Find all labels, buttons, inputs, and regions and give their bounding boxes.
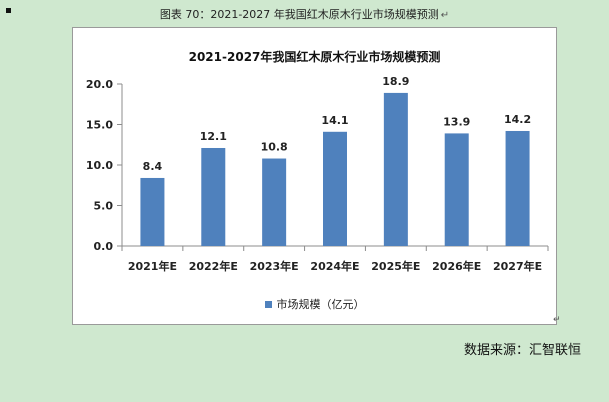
bar bbox=[262, 158, 287, 246]
data-label: 12.1 bbox=[200, 130, 227, 143]
x-tick-label: 2026年E bbox=[432, 259, 481, 273]
x-tick-label: 2027年E bbox=[493, 259, 542, 273]
bar bbox=[505, 130, 530, 246]
y-tick-label: 5.0 bbox=[94, 200, 114, 213]
legend-label: 市场规模（亿元） bbox=[276, 298, 365, 311]
y-tick-label: 20.0 bbox=[86, 78, 113, 91]
data-label: 14.1 bbox=[321, 114, 348, 127]
bar bbox=[201, 147, 226, 246]
x-tick-label: 2025年E bbox=[371, 259, 420, 273]
x-tick-label: 2024年E bbox=[310, 259, 359, 273]
figure-caption: 图表 70：2021-2027 年我国红木原木行业市场规模预测 ↵ bbox=[0, 6, 609, 22]
paragraph-mark: ↵ bbox=[440, 10, 450, 21]
figure-caption-text: 图表 70：2021-2027 年我国红木原木行业市场规模预测 bbox=[159, 8, 439, 21]
bar bbox=[140, 177, 165, 246]
bar-chart: 0.0 5.0 10.0 15.0 20.0 8.4 2021年E 12.1 2022年E 10.… bbox=[86, 75, 549, 273]
legend-swatch bbox=[264, 300, 272, 308]
x-tick-label: 2023年E bbox=[250, 259, 299, 273]
data-label: 14.2 bbox=[504, 113, 531, 126]
y-tick-label: 0.0 bbox=[94, 240, 114, 253]
data-source: 数据来源：汇智联恒 bbox=[463, 343, 581, 358]
chart-container: 2021-2027年我国红木原木行业市场规模预测 0.0 5.0 10.0 15.0 2… bbox=[72, 27, 561, 325]
data-label: 18.9 bbox=[382, 75, 409, 88]
y-tick-label: 10.0 bbox=[86, 159, 113, 172]
paragraph-mark: ↵ bbox=[553, 315, 561, 325]
x-tick-label: 2022年E bbox=[189, 259, 238, 273]
list-bullet bbox=[6, 8, 11, 13]
data-label: 8.4 bbox=[143, 160, 163, 173]
y-tick-label: 15.0 bbox=[86, 119, 113, 132]
bar bbox=[323, 131, 347, 246]
x-tick-label: 2021年E bbox=[128, 259, 177, 273]
bar bbox=[444, 133, 469, 246]
chart-legend: 市场规模（亿元） bbox=[73, 296, 556, 312]
data-label: 10.8 bbox=[261, 141, 288, 154]
bar bbox=[383, 92, 408, 246]
chart-title: 2021-2027年我国红木原木行业市场规模预测 bbox=[188, 50, 441, 64]
data-label: 13.9 bbox=[443, 115, 470, 128]
